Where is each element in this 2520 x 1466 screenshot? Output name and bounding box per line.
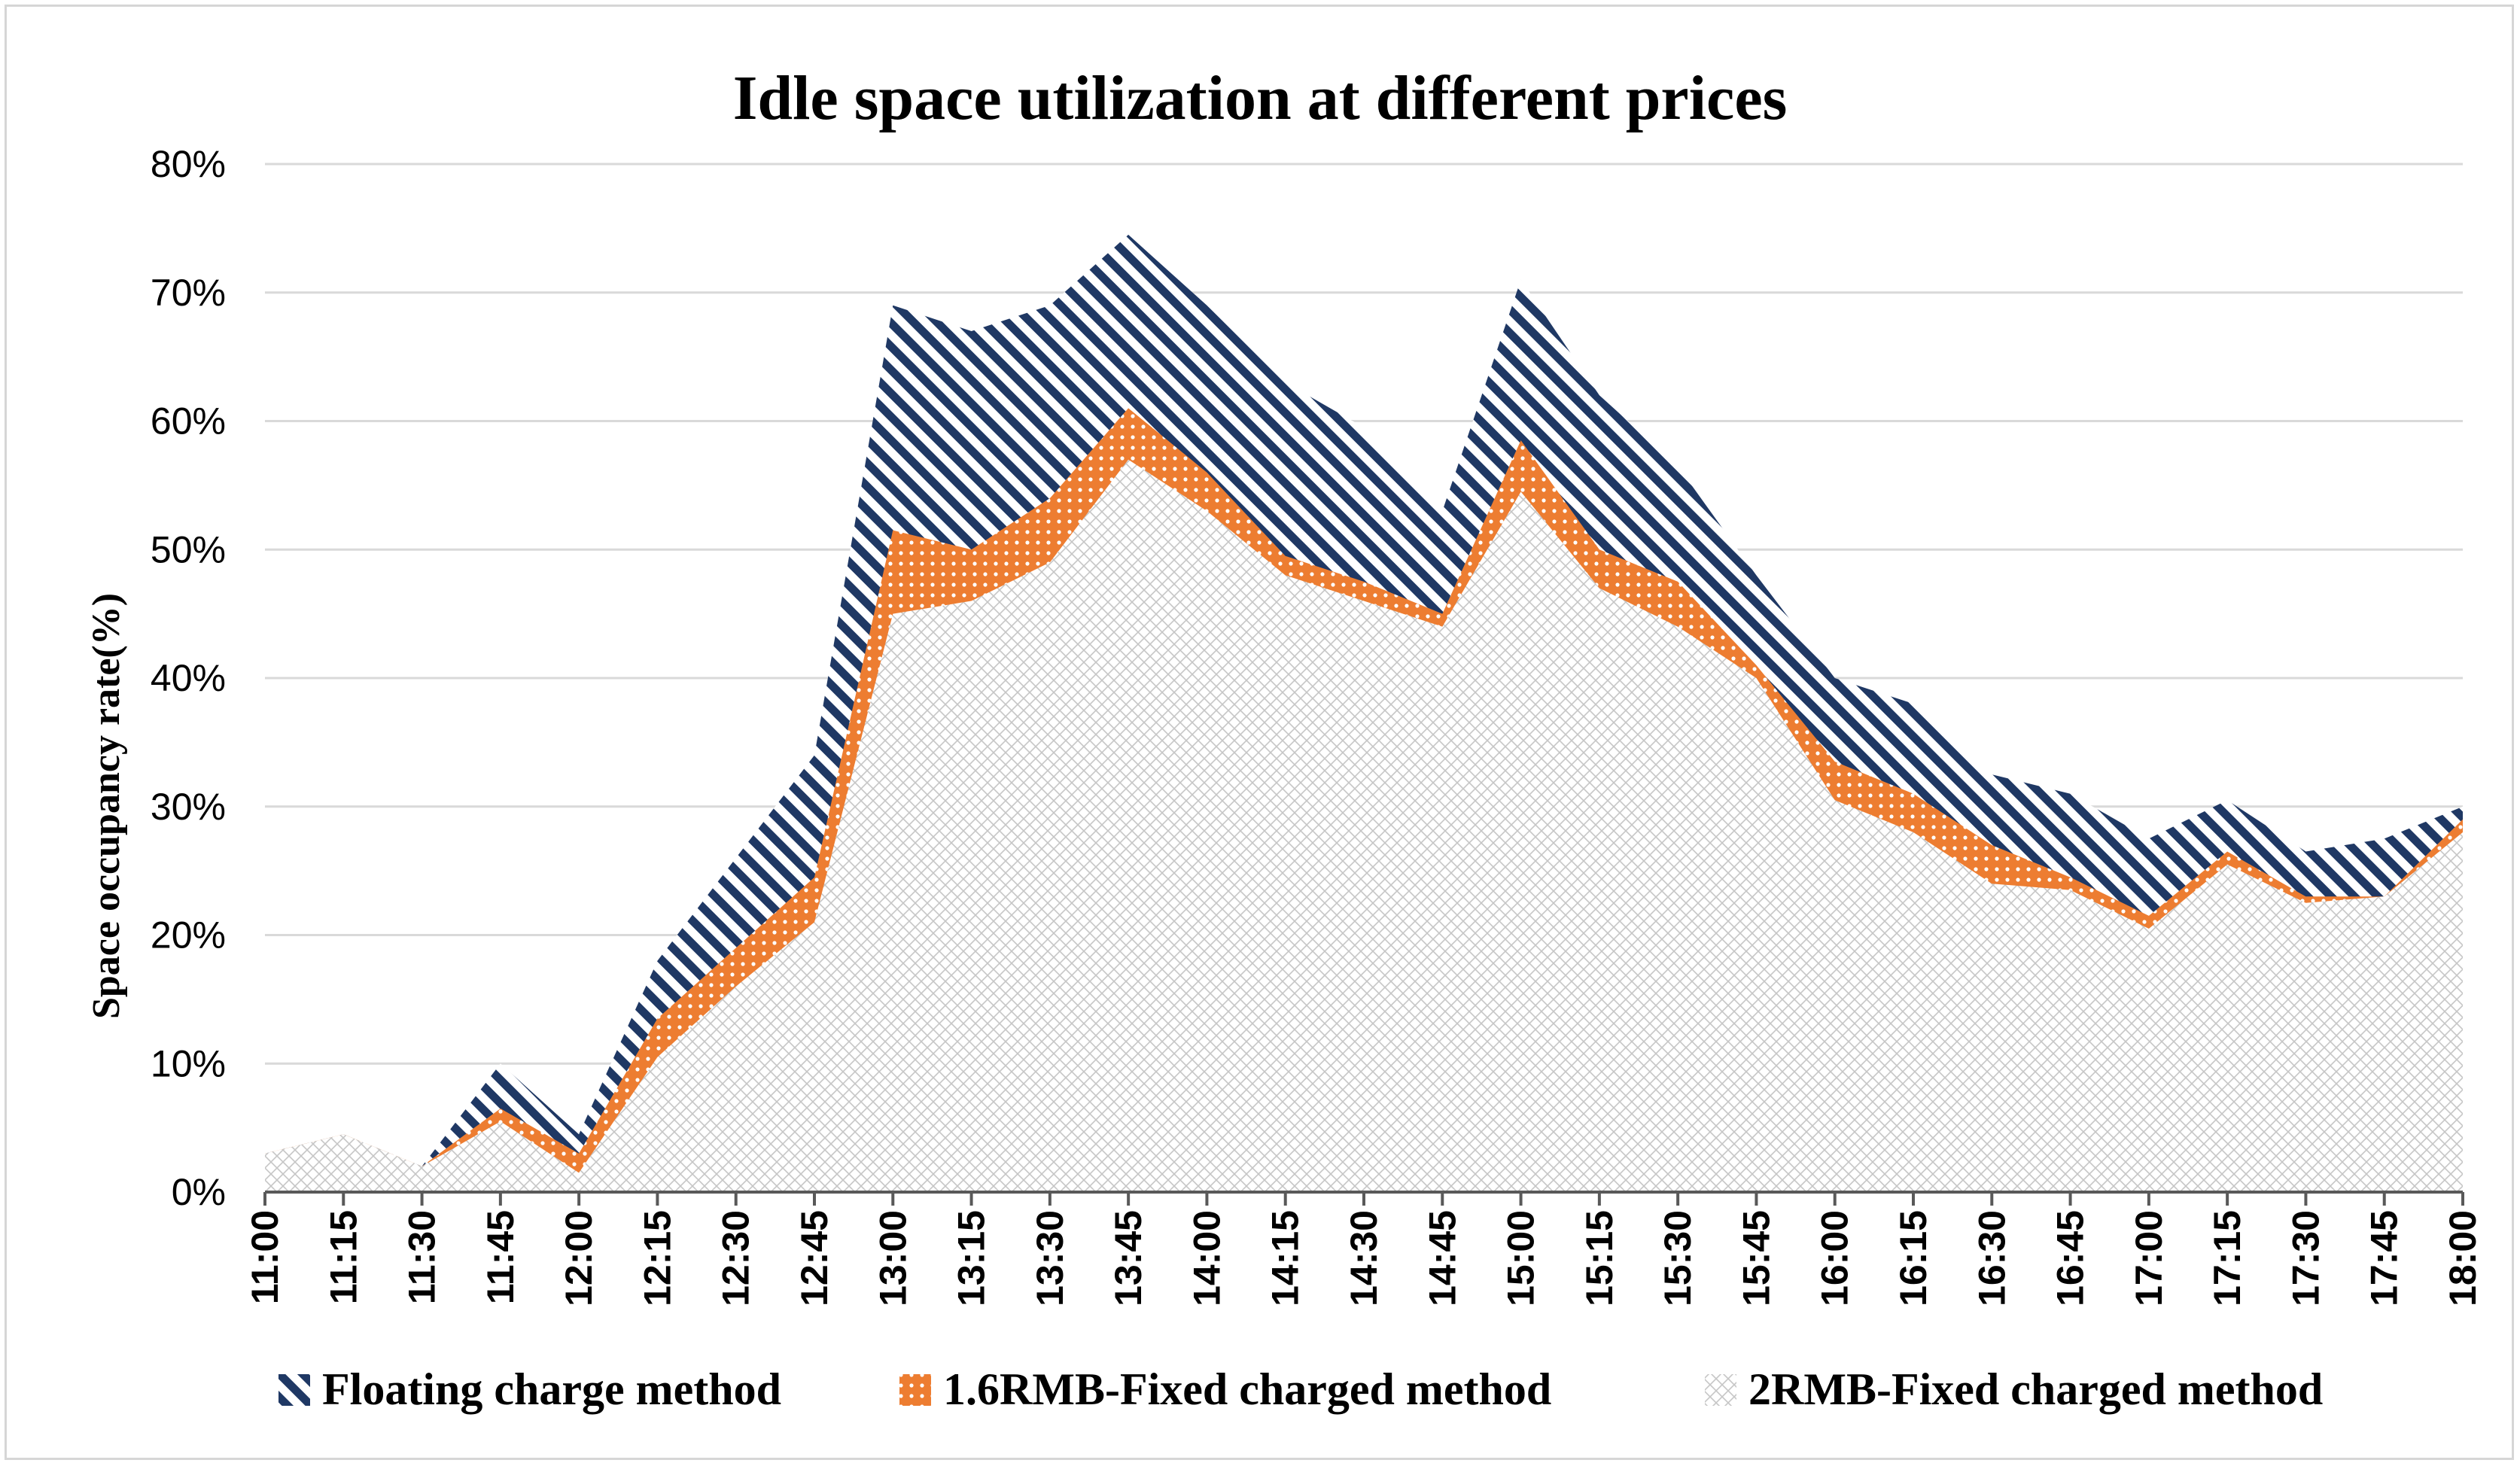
- x-tick-label: 16:00: [1814, 1210, 1856, 1306]
- x-tick-label: 14:30: [1343, 1210, 1385, 1306]
- area-2rmb-fixed: [265, 459, 2463, 1192]
- x-tick-label: 11:45: [479, 1210, 522, 1304]
- x-tick-label: 17:30: [2284, 1210, 2327, 1306]
- x-tick-label: 15:30: [1657, 1210, 1699, 1306]
- x-tick-label: 16:15: [1892, 1210, 1934, 1306]
- x-tick-label: 11:00: [244, 1210, 286, 1304]
- legend-swatch: [1705, 1374, 1736, 1406]
- x-tick-label: 14:45: [1421, 1210, 1463, 1306]
- y-tick-label: 70%: [151, 272, 226, 314]
- x-tick-label: 12:30: [715, 1210, 757, 1306]
- x-tick-label: 13:15: [951, 1210, 993, 1306]
- chart-title: Idle space utilization at different pric…: [733, 63, 1788, 133]
- y-tick-label: 40%: [151, 657, 226, 699]
- x-tick-label: 13:30: [1029, 1210, 1071, 1306]
- legend-2rmb-fixed: 2RMB-Fixed charged method: [1705, 1364, 2323, 1414]
- legend-swatch: [278, 1374, 310, 1406]
- plot-areas: [265, 234, 2463, 1192]
- legend-label: Floating charge method: [322, 1364, 781, 1414]
- x-tick-label: 15:15: [1578, 1210, 1621, 1306]
- y-tick-label: 30%: [151, 786, 226, 828]
- chart-frame: [5, 5, 2514, 1460]
- x-tick-label: 12:15: [636, 1210, 678, 1306]
- axes: [263, 1191, 2464, 1206]
- y-axis-label: Space occupancy rate(%): [85, 593, 128, 1019]
- y-tick-label: 60%: [151, 400, 226, 443]
- x-tick-label: 11:15: [322, 1210, 364, 1304]
- x-tick-label: 15:45: [1735, 1210, 1777, 1306]
- y-tick-label: 50%: [151, 528, 226, 570]
- x-tick-label: 14:15: [1265, 1210, 1307, 1306]
- x-tick-label: 17:15: [2206, 1210, 2248, 1306]
- x-tick-label: 17:45: [2363, 1210, 2406, 1306]
- x-tick-label: 16:45: [2050, 1210, 2092, 1306]
- x-axis-ticks: 11:00 11:15 11:30 11:45 12:00 12:15 12:30 12:45…: [244, 1210, 2484, 1306]
- x-tick-label: 15:00: [1500, 1210, 1542, 1306]
- legend-label: 1.6RMB-Fixed charged method: [943, 1364, 1551, 1414]
- y-axis-ticks: 0% 10% 20% 30% 40% 50% 60% 70% 80%: [151, 143, 226, 1213]
- legend: Floating charge method 1.6RMB-Fixed charg…: [278, 1364, 2323, 1414]
- x-tick-label: 13:45: [1107, 1210, 1149, 1306]
- x-tick-label: 12:45: [793, 1210, 835, 1306]
- x-tick-label: 12:00: [558, 1210, 600, 1306]
- x-tick-label: 11:30: [401, 1210, 443, 1304]
- x-tick-label: 18:00: [2442, 1210, 2484, 1306]
- legend-label: 2RMB-Fixed charged method: [1748, 1364, 2323, 1414]
- y-tick-label: 0%: [172, 1171, 226, 1213]
- legend-swatch: [899, 1374, 931, 1406]
- x-tick-label: 17:00: [2128, 1210, 2170, 1306]
- x-tick-label: 13:00: [872, 1210, 914, 1306]
- y-tick-label: 80%: [151, 143, 226, 185]
- legend-floating-charge: Floating charge method: [278, 1364, 781, 1414]
- legend-1-6rmb-fixed: 1.6RMB-Fixed charged method: [899, 1364, 1551, 1414]
- x-tick-label: 16:30: [1971, 1210, 2013, 1306]
- y-tick-label: 20%: [151, 914, 226, 957]
- y-tick-label: 10%: [151, 1042, 226, 1084]
- x-tick-label: 14:00: [1185, 1210, 1228, 1306]
